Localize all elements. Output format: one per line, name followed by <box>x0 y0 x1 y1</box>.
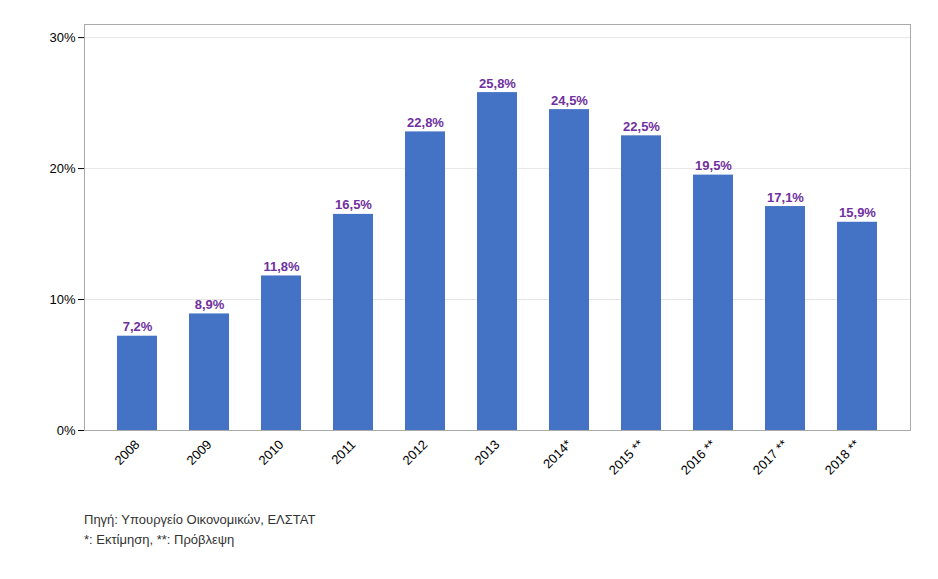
svg-text:20%: 20% <box>49 161 75 176</box>
svg-text:30%: 30% <box>49 30 75 45</box>
svg-text:2012: 2012 <box>400 437 431 468</box>
svg-text:2008: 2008 <box>112 437 143 468</box>
svg-text:2018 **: 2018 ** <box>822 437 863 478</box>
svg-text:2016 **: 2016 ** <box>678 437 719 478</box>
svg-text:0%: 0% <box>57 423 76 438</box>
svg-text:2011: 2011 <box>328 437 358 467</box>
html-text:*: Εκτίμηση, **: Πρόβλεψη: *: Εκτίμηση, **: Πρόβλεψη <box>84 532 235 547</box>
svg-text:19,5%: 19,5% <box>695 158 732 173</box>
svg-text:16,5%: 16,5% <box>335 197 372 212</box>
svg-text:22,5%: 22,5% <box>623 119 660 134</box>
svg-text:2014*: 2014* <box>540 437 575 472</box>
svg-text:2017 **: 2017 ** <box>750 437 791 478</box>
svg-text:10%: 10% <box>49 292 75 307</box>
html-text:Πηγή: Υπουργείο Οικονομικών, Ε: Πηγή: Υπουργείο Οικονομικών, ΕΛΣΤΑΤ <box>84 512 316 527</box>
svg-text:22,8%: 22,8% <box>407 115 444 130</box>
svg-text:15,9%: 15,9% <box>839 205 876 220</box>
svg-text:2015 **: 2015 ** <box>606 437 647 478</box>
svg-text:8,9%: 8,9% <box>195 297 225 312</box>
svg-text:25,8%: 25,8% <box>479 76 516 91</box>
svg-text:24,5%: 24,5% <box>551 93 588 108</box>
svg-text:2009: 2009 <box>184 437 215 468</box>
svg-text:2013: 2013 <box>472 437 503 468</box>
svg-text:17,1%: 17,1% <box>767 190 804 205</box>
svg-text:2010: 2010 <box>256 437 287 468</box>
svg-text:7,2%: 7,2% <box>123 319 153 334</box>
svg-text:11,8%: 11,8% <box>263 259 300 274</box>
